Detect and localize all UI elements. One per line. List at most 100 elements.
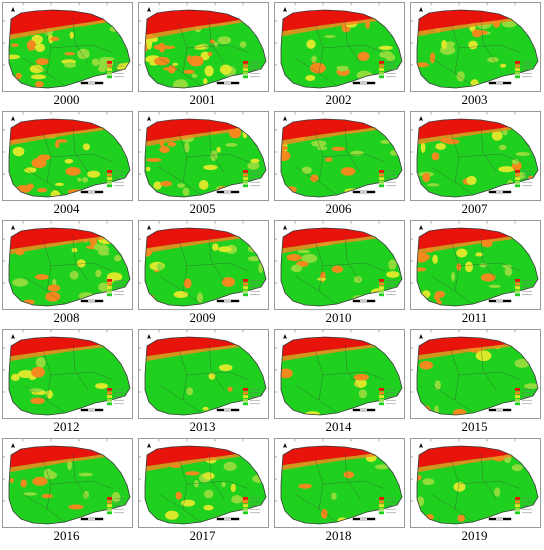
scale-bar — [352, 517, 376, 521]
map-frame — [138, 329, 269, 419]
classified-map — [275, 439, 403, 525]
map-frame — [410, 438, 541, 528]
classified-map — [139, 330, 267, 416]
north-arrow-icon — [147, 334, 151, 339]
scale-bar — [216, 517, 240, 521]
north-arrow-icon — [419, 443, 423, 448]
map-panel: 2003 — [408, 2, 541, 110]
scale-bar — [352, 190, 376, 194]
classified-map — [411, 330, 539, 416]
scale-bar — [216, 299, 240, 303]
year-label: 2007 — [461, 201, 488, 216]
legend — [379, 279, 396, 297]
scale-bar — [80, 81, 104, 85]
north-arrow-icon — [147, 225, 151, 230]
classified-map — [3, 3, 131, 89]
map-frame — [274, 329, 405, 419]
year-label: 2013 — [189, 419, 216, 434]
year-label: 2019 — [461, 528, 488, 543]
legend — [515, 388, 532, 406]
classified-map — [3, 439, 131, 525]
year-label: 2001 — [189, 92, 216, 107]
scale-bar — [80, 408, 104, 412]
classified-map — [411, 221, 539, 307]
map-panel: 2012 — [0, 329, 133, 437]
map-frame — [410, 329, 541, 419]
map-panel: 2005 — [136, 111, 269, 219]
map-panel: 2009 — [136, 220, 269, 328]
north-arrow-icon — [419, 116, 423, 121]
map-panel: 2000 — [0, 2, 133, 110]
year-label: 2015 — [461, 419, 488, 434]
legend — [379, 497, 396, 515]
legend — [379, 388, 396, 406]
map-panel: 2013 — [136, 329, 269, 437]
scale-bar — [352, 299, 376, 303]
legend — [379, 61, 396, 79]
year-label: 2010 — [325, 310, 352, 325]
legend — [243, 170, 260, 188]
scale-bar — [80, 299, 104, 303]
classified-map — [275, 330, 403, 416]
legend — [515, 497, 532, 515]
map-panel: 2015 — [408, 329, 541, 437]
classified-map — [275, 221, 403, 307]
scale-bar — [352, 408, 376, 412]
map-frame — [274, 111, 405, 201]
north-arrow-icon — [283, 116, 287, 121]
map-frame — [410, 111, 541, 201]
north-arrow-icon — [283, 334, 287, 339]
north-arrow-icon — [283, 225, 287, 230]
classified-map — [139, 3, 267, 89]
map-frame — [410, 2, 541, 92]
scale-bar — [488, 81, 512, 85]
scale-bar — [80, 517, 104, 521]
map-frame — [274, 438, 405, 528]
classified-map — [3, 330, 131, 416]
classified-map — [139, 439, 267, 525]
legend — [107, 279, 124, 297]
legend — [243, 388, 260, 406]
year-label: 2014 — [325, 419, 352, 434]
legend — [243, 279, 260, 297]
map-frame — [2, 220, 133, 310]
scale-bar — [216, 408, 240, 412]
legend — [107, 61, 124, 79]
year-label: 2018 — [325, 528, 352, 543]
legend — [515, 61, 532, 79]
north-arrow-icon — [11, 443, 15, 448]
north-arrow-icon — [11, 116, 15, 121]
year-label: 2016 — [53, 528, 80, 543]
year-label: 2009 — [189, 310, 216, 325]
map-panel: 2017 — [136, 438, 269, 546]
map-frame — [2, 2, 133, 92]
classified-map — [275, 3, 403, 89]
map-frame — [274, 2, 405, 92]
scale-bar — [216, 190, 240, 194]
map-panel: 2018 — [272, 438, 405, 546]
legend — [107, 388, 124, 406]
legend — [107, 170, 124, 188]
north-arrow-icon — [419, 225, 423, 230]
map-panel: 2011 — [408, 220, 541, 328]
scale-bar — [352, 81, 376, 85]
scale-bar — [80, 190, 104, 194]
map-frame — [410, 220, 541, 310]
year-label: 2012 — [53, 419, 80, 434]
year-label: 2017 — [189, 528, 216, 543]
scale-bar — [488, 190, 512, 194]
year-label: 2011 — [461, 310, 488, 325]
legend — [379, 170, 396, 188]
year-label: 2005 — [189, 201, 216, 216]
year-label: 2003 — [461, 92, 488, 107]
north-arrow-icon — [419, 334, 423, 339]
north-arrow-icon — [283, 7, 287, 12]
map-frame — [274, 220, 405, 310]
classified-map — [139, 112, 267, 198]
map-panel: 2006 — [272, 111, 405, 219]
north-arrow-icon — [11, 334, 15, 339]
year-label: 2000 — [53, 92, 80, 107]
north-arrow-icon — [11, 7, 15, 12]
map-panel: 2004 — [0, 111, 133, 219]
